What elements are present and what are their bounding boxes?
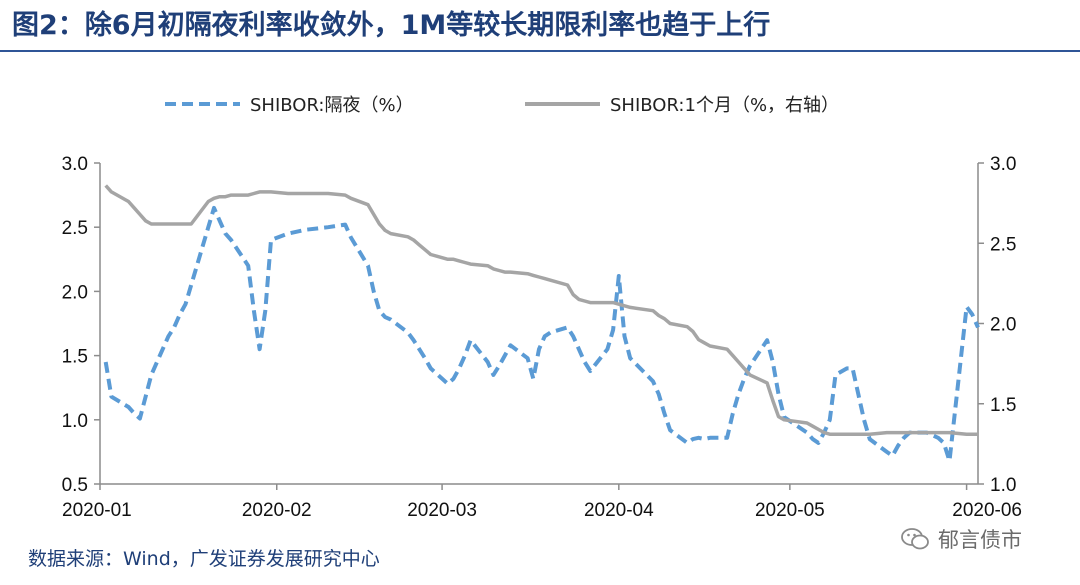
series-line-overnight — [103, 205, 980, 463]
left-y-tick-label: 2.0 — [62, 282, 88, 303]
chart-axes: 0.5 1.0 1.5 2.0 2.5 3.0 1.0 1.5 2.0 2.5 3.0 2020-01… — [62, 154, 1022, 521]
title-divider — [0, 50, 1080, 52]
x-tick-label: 2020-01 — [62, 500, 132, 521]
left-y-tick-label: 3.0 — [62, 154, 88, 175]
right-y-tick-label: 3.0 — [990, 154, 1016, 175]
left-y-tick-label: 0.5 — [62, 475, 88, 496]
right-y-tick-label: 1.5 — [990, 395, 1016, 416]
watermark: 郁言债市 — [900, 522, 1060, 556]
watermark-text: 郁言债市 — [938, 528, 1022, 552]
left-y-tick-label: 1.5 — [62, 347, 88, 368]
wechat-icon — [901, 528, 929, 550]
right-y-tick-label: 2.0 — [990, 315, 1016, 336]
chart-series — [103, 184, 980, 463]
series-line-one-month — [104, 184, 978, 436]
right-y-tick-label: 1.0 — [990, 475, 1016, 496]
x-tick-label: 2020-03 — [407, 500, 477, 521]
left-y-tick-label: 2.5 — [62, 218, 88, 239]
right-y-tick-label: 2.5 — [990, 234, 1016, 255]
x-tick-label: 2020-04 — [584, 500, 654, 521]
data-source-note: 数据来源：Wind，广发证券发展研究中心 — [28, 548, 380, 570]
x-tick-label: 2020-02 — [242, 500, 312, 521]
x-tick-label: 2020-06 — [952, 500, 1022, 521]
legend-label-one-month: SHIBOR:1个月（%，右轴） — [610, 95, 839, 116]
figure-title: 图2：除6月初隔夜利率收敛外，1M等较长期限利率也趋于上行 — [12, 10, 771, 41]
x-tick-label: 2020-05 — [755, 500, 825, 521]
chart-legend: SHIBOR:隔夜（%） SHIBOR:1个月（%，右轴） — [165, 95, 839, 116]
left-y-tick-label: 1.0 — [62, 411, 88, 432]
legend-label-overnight: SHIBOR:隔夜（%） — [250, 95, 414, 116]
